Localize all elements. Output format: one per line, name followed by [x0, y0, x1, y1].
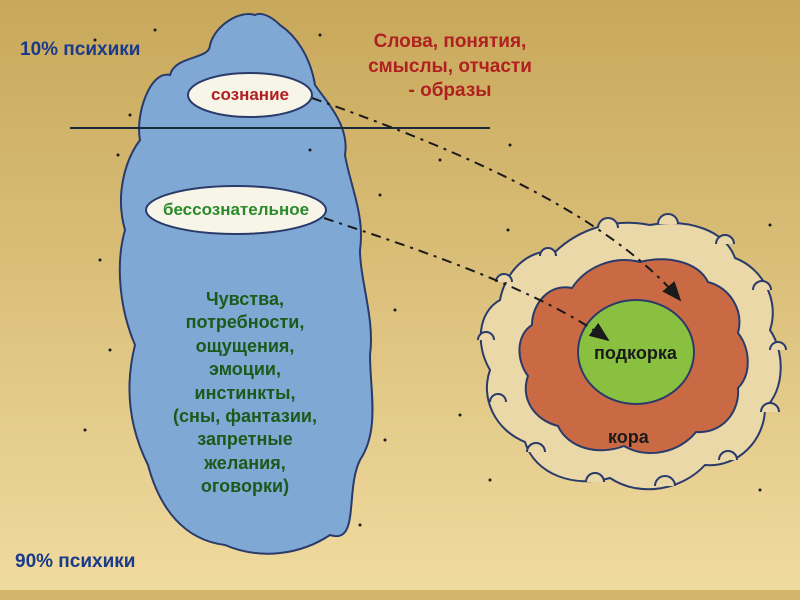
- feelings-line5: инстинкты,: [195, 383, 296, 403]
- feelings-line7: запретные: [197, 429, 292, 449]
- feelings-line3: ощущения,: [196, 336, 295, 356]
- feelings-line4: эмоции,: [209, 359, 281, 379]
- bottom-bar: [0, 590, 800, 600]
- feelings-line2: потребности,: [186, 312, 305, 332]
- label-unconscious: бессознательное: [151, 199, 321, 221]
- label-subcortex: подкорка: [594, 342, 677, 365]
- feelings-line6: (сны, фантазии,: [173, 406, 317, 426]
- feelings-line1: Чувства,: [206, 289, 284, 309]
- label-words-line3: - образы: [408, 80, 491, 101]
- label-10-percent: 10% психики: [20, 38, 140, 63]
- label-90-percent: 90% психики: [15, 550, 135, 575]
- label-words-line1: Слова, понятия,: [374, 31, 527, 52]
- label-consciousness: сознание: [200, 84, 300, 106]
- label-cortex: кора: [608, 426, 649, 449]
- label-feelings-block: Чувства, потребности, ощущения, эмоции, …: [155, 288, 335, 499]
- feelings-line8: желания,: [204, 453, 285, 473]
- feelings-line9: оговорки): [201, 476, 289, 496]
- label-words-line2: смыслы, отчасти: [368, 56, 532, 77]
- label-words-concepts: Слова, понятия, смыслы, отчасти - образы: [350, 30, 550, 104]
